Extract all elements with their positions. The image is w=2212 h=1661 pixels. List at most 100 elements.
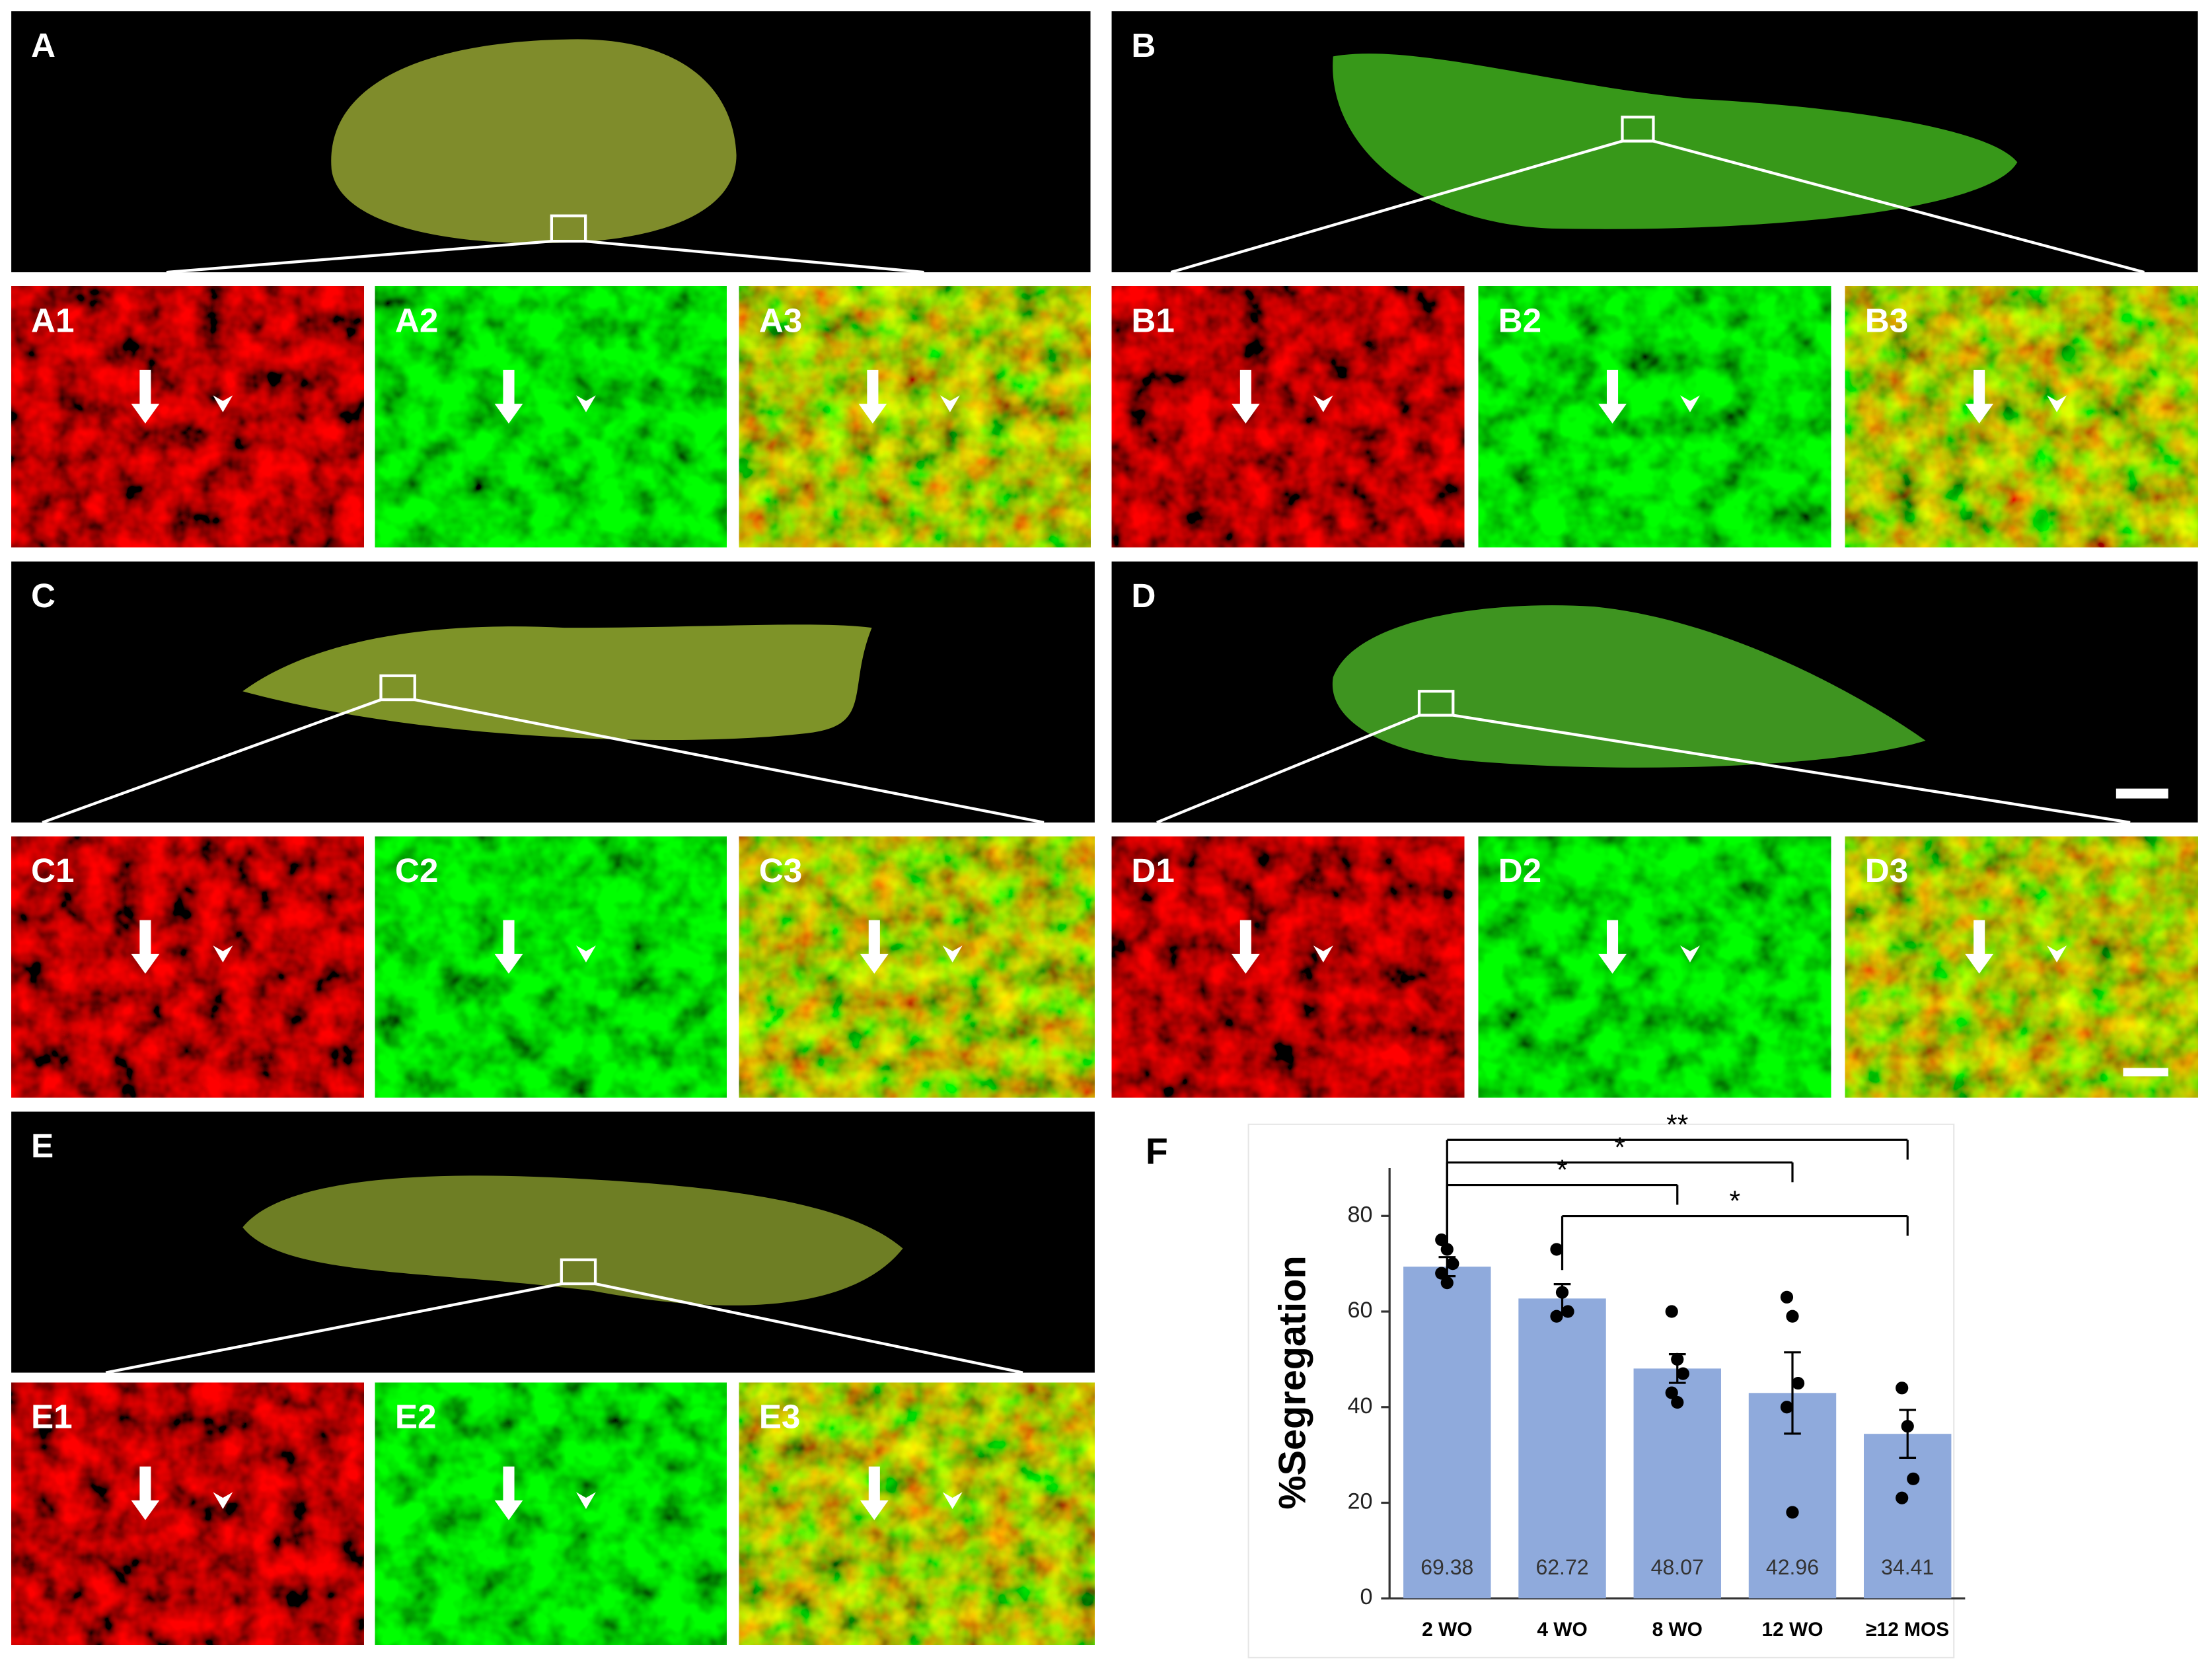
zoom-line — [414, 698, 1045, 824]
data-point — [1896, 1491, 1909, 1504]
micrograph — [1478, 286, 1831, 548]
data-point — [1901, 1420, 1914, 1433]
data-point — [1780, 1290, 1794, 1304]
data-point — [1550, 1310, 1563, 1323]
panel-label: B — [1131, 26, 1156, 64]
arrowhead — [1680, 945, 1700, 963]
tissue-section — [331, 39, 737, 244]
tissue-section — [1333, 54, 2018, 229]
arrow — [1965, 920, 1994, 974]
micrograph — [11, 1382, 364, 1645]
micrograph — [11, 836, 364, 1098]
arrow — [1232, 920, 1260, 974]
arrowhead — [213, 1492, 233, 1510]
data-point — [1786, 1310, 1799, 1323]
bar — [1518, 1298, 1606, 1599]
panel-label: E1 — [31, 1398, 73, 1436]
y-tick-label: 80 — [1348, 1202, 1373, 1227]
value-label: 48.07 — [1651, 1555, 1704, 1579]
y-axis-title: %Segregation — [1271, 1255, 1313, 1509]
data-point — [1671, 1352, 1684, 1366]
panel-label: C2 — [395, 852, 438, 889]
scale-bar — [2116, 788, 2168, 799]
tissue-section — [242, 1175, 903, 1306]
arrowhead — [213, 945, 233, 963]
panel-label: D2 — [1498, 852, 1542, 889]
data-point — [1550, 1243, 1563, 1256]
arrowhead — [1313, 945, 1333, 963]
zoom-line — [1652, 139, 2145, 274]
arrow — [131, 369, 160, 424]
zoom-box — [1621, 116, 1655, 143]
data-point — [1665, 1386, 1678, 1399]
panel-label: B3 — [1865, 301, 1909, 339]
arrowhead — [213, 395, 233, 413]
panel-label: E2 — [395, 1398, 437, 1436]
data-point — [1896, 1382, 1909, 1395]
data-point — [1555, 1286, 1569, 1299]
value-label: 42.96 — [1766, 1555, 1819, 1579]
panel-label: D3 — [1865, 852, 1909, 889]
zoom-line — [105, 1282, 562, 1374]
arrow — [131, 1466, 160, 1520]
tissue-section — [242, 624, 872, 741]
arrowhead — [576, 945, 596, 963]
zoom-line — [595, 1282, 1023, 1374]
panel-label: C1 — [31, 852, 74, 889]
arrow — [1965, 369, 1994, 424]
arrow — [1232, 369, 1260, 424]
panel-label: B2 — [1498, 301, 1542, 339]
x-tick-label: ≥12 MOS — [1866, 1619, 1949, 1641]
arrowhead — [2047, 945, 2067, 963]
arrow — [494, 369, 523, 424]
arrowhead — [942, 945, 963, 963]
zoom-line — [42, 698, 382, 824]
significance-label: * — [1614, 1132, 1625, 1163]
zoom-box — [560, 1258, 597, 1286]
data-point — [1676, 1367, 1689, 1380]
arrowhead — [576, 1492, 596, 1510]
micrograph — [375, 836, 727, 1098]
zoom-box — [550, 214, 587, 243]
micrograph — [739, 836, 1095, 1098]
panel-label: E3 — [759, 1398, 801, 1436]
zoom-box — [379, 674, 416, 702]
arrow — [494, 920, 523, 974]
micrograph — [375, 286, 727, 548]
arrow — [860, 1466, 889, 1520]
arrow — [860, 920, 889, 974]
panel-label: A3 — [759, 301, 802, 339]
significance-label: * — [1730, 1185, 1741, 1217]
arrow — [494, 1466, 523, 1520]
arrowhead — [2047, 395, 2067, 413]
data-point — [1665, 1305, 1678, 1318]
scale-bar — [2123, 1068, 2168, 1077]
panel-label: A1 — [31, 301, 74, 339]
y-tick-label: 60 — [1348, 1298, 1373, 1323]
data-point — [1671, 1395, 1684, 1409]
x-tick-label: 2 WO — [1422, 1619, 1472, 1641]
arrowhead — [1680, 395, 1700, 413]
bar — [1403, 1267, 1491, 1599]
micrograph — [11, 286, 364, 548]
x-tick-label: 12 WO — [1762, 1619, 1824, 1641]
y-tick-label: 20 — [1348, 1489, 1373, 1514]
value-label: 34.41 — [1881, 1555, 1934, 1579]
data-point — [1786, 1506, 1799, 1519]
micrograph — [739, 1382, 1095, 1645]
data-point — [1780, 1401, 1794, 1414]
value-label: 69.38 — [1420, 1555, 1473, 1579]
significance-label: ** — [1666, 1109, 1688, 1141]
data-point — [1791, 1376, 1805, 1390]
zoom-line — [1156, 714, 1420, 824]
value-label: 62.72 — [1535, 1555, 1588, 1579]
data-point — [1435, 1267, 1448, 1280]
x-tick-label: 8 WO — [1652, 1619, 1703, 1641]
panel-label: C — [31, 577, 55, 614]
zoom-line — [166, 239, 552, 274]
panel-label: B1 — [1131, 301, 1174, 339]
panel-label: D — [1131, 577, 1156, 614]
micrograph — [1478, 836, 1831, 1098]
